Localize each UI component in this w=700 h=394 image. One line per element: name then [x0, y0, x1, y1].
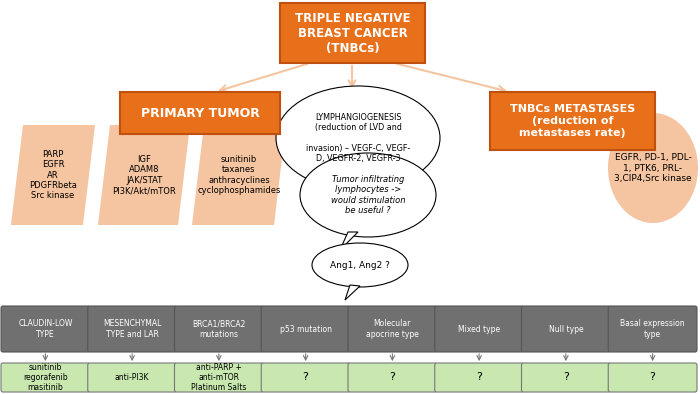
Text: ?: ? [302, 372, 309, 383]
FancyBboxPatch shape [174, 363, 263, 392]
Text: ?: ? [650, 372, 656, 383]
Ellipse shape [312, 243, 408, 287]
Ellipse shape [276, 86, 440, 190]
Text: Null type: Null type [549, 325, 583, 333]
FancyBboxPatch shape [490, 92, 655, 150]
Ellipse shape [300, 153, 436, 237]
FancyBboxPatch shape [608, 363, 697, 392]
Text: p53 mutation: p53 mutation [279, 325, 332, 333]
Text: EGFR, PD-1, PDL-
1, PTK6, PRL-
3,CIP4,Src kinase: EGFR, PD-1, PDL- 1, PTK6, PRL- 3,CIP4,Sr… [614, 153, 692, 183]
Text: anti-PI3K: anti-PI3K [115, 373, 149, 382]
Text: TNBCs METASTASES
(reduction of
metastases rate): TNBCs METASTASES (reduction of metastase… [510, 104, 635, 138]
Text: MESENCHYMAL
TYPE and LAR: MESENCHYMAL TYPE and LAR [103, 319, 161, 339]
Text: Basal expression
type: Basal expression type [620, 319, 685, 339]
Text: PRIMARY TUMOR: PRIMARY TUMOR [141, 106, 260, 119]
Text: ?: ? [476, 372, 482, 383]
FancyBboxPatch shape [348, 363, 437, 392]
Text: PARP
EGFR
AR
PDGFRbeta
Src kinase: PARP EGFR AR PDGFRbeta Src kinase [29, 150, 77, 200]
FancyBboxPatch shape [522, 363, 610, 392]
FancyBboxPatch shape [261, 306, 350, 352]
FancyBboxPatch shape [88, 363, 176, 392]
FancyBboxPatch shape [1, 306, 90, 352]
Text: IGF
ADAM8
JAK/STAT
PI3K/Akt/mTOR: IGF ADAM8 JAK/STAT PI3K/Akt/mTOR [112, 155, 176, 195]
Text: sunitinib
regorafenib
masitinib: sunitinib regorafenib masitinib [23, 362, 68, 392]
FancyBboxPatch shape [608, 306, 697, 352]
FancyBboxPatch shape [435, 363, 524, 392]
Text: sunitinib
taxanes
anthracyclines
cyclophosphamides: sunitinib taxanes anthracyclines cycloph… [197, 155, 281, 195]
FancyBboxPatch shape [1, 363, 90, 392]
FancyBboxPatch shape [280, 3, 425, 63]
Polygon shape [320, 182, 345, 200]
FancyBboxPatch shape [522, 306, 610, 352]
Text: Mixed type: Mixed type [458, 325, 500, 333]
FancyBboxPatch shape [174, 306, 263, 352]
Polygon shape [98, 125, 190, 225]
Text: Tumor infiltrating
lymphocytes ->
would stimulation
be useful ?: Tumor infiltrating lymphocytes -> would … [330, 175, 405, 215]
Ellipse shape [608, 113, 698, 223]
Text: Ang1, Ang2 ?: Ang1, Ang2 ? [330, 260, 390, 269]
Polygon shape [11, 125, 95, 225]
Text: LYMPHANGIOGENESIS
(reduction of LVD and

invasion) – VEGF-C, VEGF-
D, VEGFR-2, V: LYMPHANGIOGENESIS (reduction of LVD and … [306, 113, 410, 163]
Polygon shape [345, 285, 360, 300]
FancyBboxPatch shape [120, 92, 280, 134]
Text: ?: ? [389, 372, 396, 383]
Polygon shape [340, 232, 358, 250]
Text: anti-PARP +
anti-mTOR
Platinum Salts: anti-PARP + anti-mTOR Platinum Salts [191, 362, 246, 392]
FancyBboxPatch shape [348, 306, 437, 352]
Text: BRCA1/BRCA2
mutations: BRCA1/BRCA2 mutations [193, 319, 246, 339]
FancyBboxPatch shape [435, 306, 524, 352]
FancyBboxPatch shape [88, 306, 176, 352]
Polygon shape [192, 125, 286, 225]
Text: TRIPLE NEGATIVE
BREAST CANCER
(TNBCs): TRIPLE NEGATIVE BREAST CANCER (TNBCs) [295, 11, 410, 54]
FancyBboxPatch shape [261, 363, 350, 392]
Text: Molecular
apocrine type: Molecular apocrine type [366, 319, 419, 339]
Text: CLAUDIN-LOW
TYPE: CLAUDIN-LOW TYPE [18, 319, 73, 339]
Text: ?: ? [563, 372, 569, 383]
